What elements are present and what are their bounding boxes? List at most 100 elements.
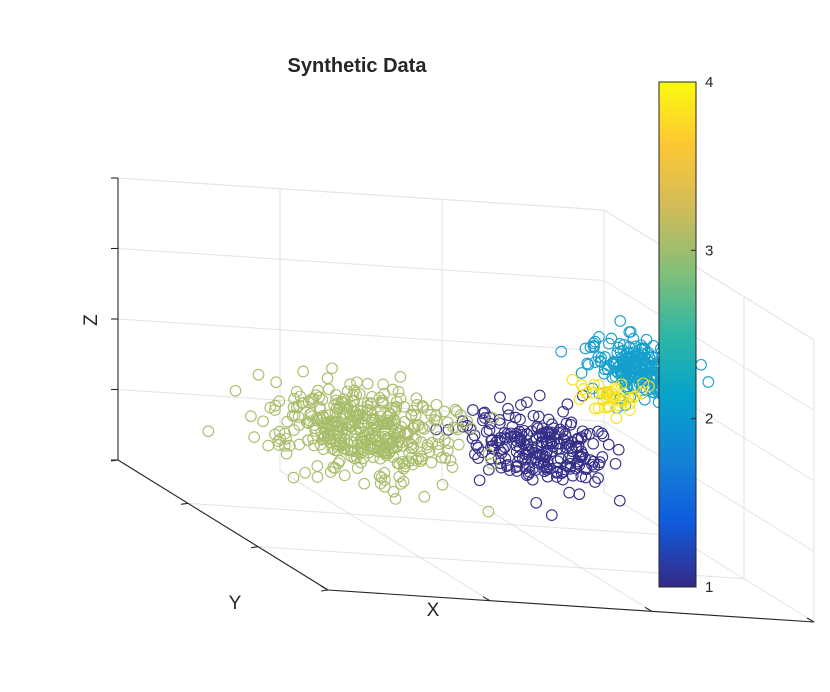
- data-point: [643, 380, 655, 393]
- data-point: [441, 416, 454, 429]
- data-point: [438, 434, 451, 447]
- y-tick: [180, 502, 189, 505]
- data-point: [386, 401, 398, 414]
- data-point: [576, 450, 588, 463]
- data-point: [386, 383, 399, 396]
- data-point: [409, 433, 422, 445]
- data-point: [302, 396, 315, 409]
- data-point: [575, 379, 588, 391]
- data-point: [317, 432, 330, 445]
- data-point: [599, 351, 611, 363]
- data-point: [412, 419, 425, 431]
- data-point: [538, 459, 551, 472]
- grid-line: [117, 248, 605, 281]
- data-point: [444, 454, 457, 467]
- data-point: [287, 471, 300, 484]
- data-point: [575, 367, 588, 379]
- data-point: [358, 477, 371, 490]
- grid-line: [279, 470, 491, 602]
- data-point: [702, 376, 715, 388]
- series-4: [566, 373, 655, 425]
- data-point: [612, 443, 625, 456]
- data-point: [610, 412, 623, 425]
- data-point: [532, 410, 545, 423]
- data-point: [288, 424, 300, 436]
- data-point: [370, 418, 383, 430]
- data-point: [509, 411, 522, 424]
- data-point: [587, 386, 600, 399]
- grid-line: [117, 177, 605, 211]
- data-point: [338, 434, 351, 446]
- data-point: [393, 435, 406, 447]
- data-point: [545, 509, 558, 521]
- data-point: [379, 474, 391, 486]
- data-point: [335, 420, 348, 432]
- data-point: [374, 477, 387, 490]
- data-point: [348, 429, 361, 442]
- colorbar-tick-label: 3: [705, 242, 713, 259]
- data-point: [411, 399, 423, 411]
- data-point: [469, 448, 481, 461]
- data-point: [575, 432, 588, 445]
- data-point: [280, 447, 293, 460]
- data-point: [624, 350, 636, 363]
- data-point: [595, 351, 607, 364]
- data-point: [355, 442, 367, 455]
- colorbar-tick-label: 4: [705, 74, 713, 91]
- colorbar-gradient: [658, 81, 697, 588]
- data-point: [403, 447, 415, 459]
- data-point: [304, 393, 317, 406]
- data-point: [558, 434, 571, 447]
- data-point: [599, 401, 611, 414]
- data-point: [364, 404, 377, 417]
- data-point: [559, 428, 572, 441]
- data-point: [351, 410, 364, 423]
- data-point: [252, 368, 265, 381]
- data-point: [589, 476, 601, 488]
- data-point: [270, 376, 282, 389]
- data-point: [389, 493, 402, 505]
- data-point: [611, 346, 624, 359]
- data-point: [603, 400, 616, 413]
- data-point: [587, 437, 600, 450]
- data-point: [327, 461, 340, 474]
- data-point: [378, 466, 391, 479]
- data-point: [623, 397, 636, 410]
- data-point: [592, 425, 604, 438]
- data-point: [513, 450, 526, 463]
- data-point: [627, 391, 640, 404]
- data-point: [305, 410, 318, 423]
- data-point: [503, 464, 516, 476]
- data-point: [378, 480, 391, 493]
- data-point: [519, 453, 532, 466]
- data-point: [472, 441, 485, 454]
- data-point: [555, 345, 568, 358]
- data-point: [613, 494, 626, 507]
- colorbar-tick-label: 1: [705, 579, 713, 596]
- data-point: [324, 433, 337, 446]
- data-point: [521, 469, 533, 482]
- data-point: [564, 418, 577, 431]
- data-point: [348, 452, 361, 465]
- data-point: [634, 374, 647, 386]
- data-point: [579, 342, 592, 355]
- data-point: [331, 419, 344, 432]
- chart-title: Synthetic Data: [288, 55, 428, 77]
- data-point: [510, 461, 523, 474]
- data-point: [376, 416, 389, 428]
- data-point: [323, 409, 336, 421]
- data-point: [616, 393, 629, 406]
- data-point: [377, 378, 389, 391]
- series-3: [202, 362, 500, 518]
- data-point: [608, 388, 621, 401]
- data-point: [446, 461, 459, 473]
- data-point: [316, 433, 328, 446]
- data-point: [330, 402, 343, 415]
- data-point: [355, 456, 367, 469]
- data-point: [602, 438, 615, 451]
- data-point: [432, 431, 445, 443]
- data-point: [430, 409, 442, 422]
- data-point: [473, 474, 486, 487]
- data-point: [534, 448, 547, 461]
- data-point: [533, 389, 546, 402]
